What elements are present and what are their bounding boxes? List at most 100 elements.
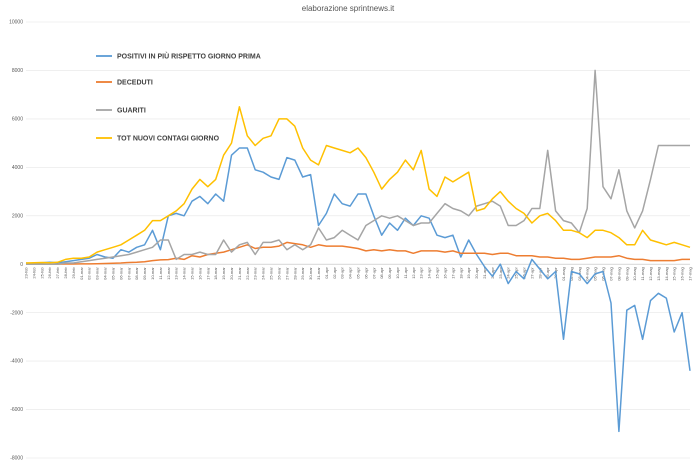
y-tick-label: 4000 <box>12 165 23 171</box>
x-tick-label: 01-mar <box>79 267 84 280</box>
x-tick-label: 23-mar <box>253 267 258 280</box>
chart-title: elaborazione sprintnews.it <box>301 4 395 13</box>
x-tick-label: 20-mar <box>229 267 234 280</box>
x-tick-label: 13-mag <box>656 267 661 281</box>
x-tick-label: 01-apr <box>324 267 329 279</box>
x-tick-label: 16-mag <box>680 267 685 281</box>
x-tick-label: 10-apr <box>395 267 400 279</box>
x-tick-label: 19-mar <box>221 267 226 280</box>
x-tick-label: 27-feb <box>55 266 60 278</box>
y-tick-label: 2000 <box>12 213 23 219</box>
x-tick-label: 15-mar <box>190 267 195 280</box>
y-tick-label: -2000 <box>10 310 23 316</box>
x-tick-label: 13-apr <box>419 267 424 279</box>
y-tick-label: -4000 <box>10 359 23 365</box>
legend-label-1: DECEDUTI <box>117 80 153 87</box>
x-tick-label: 29-mar <box>300 267 305 280</box>
x-tick-label: 26-mar <box>276 267 281 280</box>
x-tick-label: 14-mar <box>182 267 187 280</box>
x-tick-label: 06-apr <box>363 267 368 279</box>
x-tick-label: 25-mar <box>269 267 274 280</box>
legend: POSITIVI IN PIÙ RISPETTO GIORNO PRIMA DEC… <box>96 52 261 143</box>
x-tick-label: 12-apr <box>411 267 416 279</box>
series-lines <box>25 69 691 433</box>
x-tick-label: 24-mar <box>261 267 266 280</box>
x-tick-label: 08-apr <box>379 267 384 279</box>
x-tick-label: 17-apr <box>450 267 455 279</box>
x-tick-label: 27-apr <box>529 267 534 279</box>
y-axis-ticks: 10000 8000 6000 4000 2000 0 -2000 -4000 -6000 -80… <box>9 20 23 462</box>
x-tick-label: 17-mag <box>688 267 693 281</box>
x-tick-label: 22-apr <box>490 267 495 279</box>
x-tick-label: 09-mar <box>142 267 147 280</box>
gridlines <box>26 21 690 459</box>
x-tick-label: 20-apr <box>474 267 479 279</box>
x-tick-label: 10-mag <box>632 267 637 281</box>
x-tick-label: 27-mar <box>284 267 289 280</box>
series-line-1 <box>25 241 690 265</box>
x-tick-label: 19-apr <box>466 267 471 279</box>
x-tick-label: 24-feb <box>31 266 36 278</box>
x-tick-label: 24-apr <box>506 267 511 279</box>
x-tick-label: 02-mar <box>87 267 92 280</box>
x-tick-label: 03-mar <box>95 267 100 280</box>
x-tick-label: 04-mar <box>103 267 108 280</box>
x-tick-label: 17-mar <box>205 267 210 280</box>
x-tick-label: 13-mar <box>174 267 179 280</box>
x-tick-label: 10-mar <box>150 267 155 280</box>
x-tick-label: 18-mar <box>213 267 218 280</box>
x-tick-label: 08-mag <box>616 267 621 281</box>
x-tick-label: 16-apr <box>442 267 447 279</box>
x-tick-label: 08-mar <box>134 267 139 280</box>
y-tick-label: 10000 <box>9 20 23 26</box>
x-tick-label: 01-mag <box>561 267 566 281</box>
x-tick-label: 23-apr <box>498 267 503 279</box>
x-tick-label: 25-feb <box>39 266 44 278</box>
x-tick-label: 11-apr <box>403 267 408 279</box>
y-tick-label: 6000 <box>12 116 23 122</box>
y-tick-label: -8000 <box>10 456 23 462</box>
x-tick-label: 05-mar <box>110 267 115 280</box>
x-tick-label: 31-mar <box>316 267 321 280</box>
x-tick-label: 04-apr <box>348 267 353 279</box>
x-tick-label: 15-mag <box>672 267 677 281</box>
x-tick-label: 03-apr <box>340 267 345 279</box>
x-tick-label: 07-mar <box>126 267 131 280</box>
x-tick-label: 28-mar <box>292 267 297 280</box>
x-tick-label: 06-mar <box>118 267 123 280</box>
x-tick-label: 28-apr <box>537 267 542 279</box>
x-tick-label: 22-mar <box>245 267 250 280</box>
y-tick-label: 0 <box>20 262 23 268</box>
x-tick-label: 14-apr <box>427 267 432 279</box>
legend-label-2: GUARITI <box>117 108 146 115</box>
x-tick-label: 11-mag <box>640 267 645 280</box>
x-tick-label: 15-apr <box>435 267 440 279</box>
y-tick-label: -6000 <box>10 407 23 413</box>
x-axis-ticks: 23-feb 24-feb 25-feb 26-feb 27-feb 28-feb 29-f… <box>24 266 693 280</box>
x-tick-label: 23-feb <box>24 266 29 278</box>
legend-label-3: TOT NUOVI CONTAGI GIORNO <box>117 136 220 143</box>
x-tick-label: 18-apr <box>458 267 463 279</box>
series-line-3 <box>25 106 691 264</box>
x-tick-label: 12-mag <box>648 267 653 281</box>
series-line-0 <box>25 147 691 433</box>
x-tick-label: 07-apr <box>371 267 376 279</box>
y-tick-label: 8000 <box>12 68 23 74</box>
x-tick-label: 11-mar <box>158 267 163 280</box>
x-tick-label: 04-mag <box>585 267 590 281</box>
x-tick-label: 21-apr <box>482 267 487 279</box>
x-tick-label: 07-mag <box>608 267 613 281</box>
x-tick-label: 14-mag <box>664 267 669 281</box>
x-tick-label: 09-mag <box>624 267 629 281</box>
x-tick-label: 21-mar <box>237 267 242 280</box>
x-tick-label: 26-feb <box>47 266 52 278</box>
x-tick-label: 05-apr <box>356 267 361 279</box>
x-tick-label: 28-feb <box>63 266 68 278</box>
legend-label-0: POSITIVI IN PIÙ RISPETTO GIORNO PRIMA <box>117 52 261 61</box>
x-tick-label: 16-mar <box>197 267 202 280</box>
x-tick-label: 29-feb <box>71 266 76 278</box>
x-tick-label: 12-mar <box>166 267 171 280</box>
x-tick-label: 09-apr <box>387 267 392 279</box>
